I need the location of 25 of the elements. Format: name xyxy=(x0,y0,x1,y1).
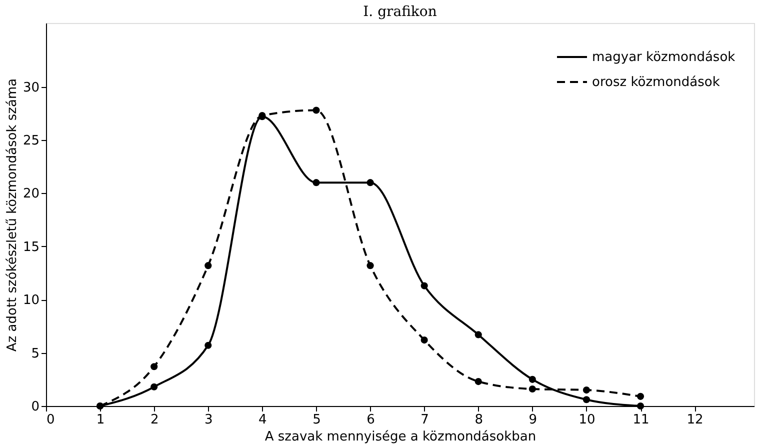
x-tick-label: 9 xyxy=(528,412,538,428)
x-tick-label: 11 xyxy=(632,412,650,428)
y-tick-label: 10 xyxy=(22,293,40,308)
y-tick-label: 20 xyxy=(22,186,40,202)
x-tick-label: 3 xyxy=(204,412,213,428)
legend-label: orosz közmondások xyxy=(592,75,720,90)
x-tick-label: 1 xyxy=(96,412,105,428)
x-tick-label: 5 xyxy=(312,412,321,428)
y-tick-label: 25 xyxy=(22,134,40,149)
y-tick-label: 0 xyxy=(31,400,40,414)
x-axis-title: A szavak mennyisége a közmondásokban xyxy=(264,430,536,444)
y-axis-title: Az adott szókészletű közmondások száma xyxy=(4,78,20,352)
x-tick-label: 12 xyxy=(686,412,704,428)
x-tick-label: 10 xyxy=(578,412,596,428)
x-tick-label: 6 xyxy=(366,412,375,428)
x-tick-label: 7 xyxy=(420,412,429,428)
y-tick-label: 30 xyxy=(22,80,40,96)
legend-label: magyar közmondások xyxy=(592,50,736,65)
chart-title: I. grafikon xyxy=(363,4,437,20)
x-tick-label: 2 xyxy=(150,412,159,428)
x-tick-label: 8 xyxy=(474,412,484,428)
y-tick-label: 15 xyxy=(22,240,40,255)
x-tick-label: 4 xyxy=(258,412,267,428)
y-tick-label: 5 xyxy=(31,346,40,362)
x-tick-label: 0 xyxy=(46,412,55,428)
